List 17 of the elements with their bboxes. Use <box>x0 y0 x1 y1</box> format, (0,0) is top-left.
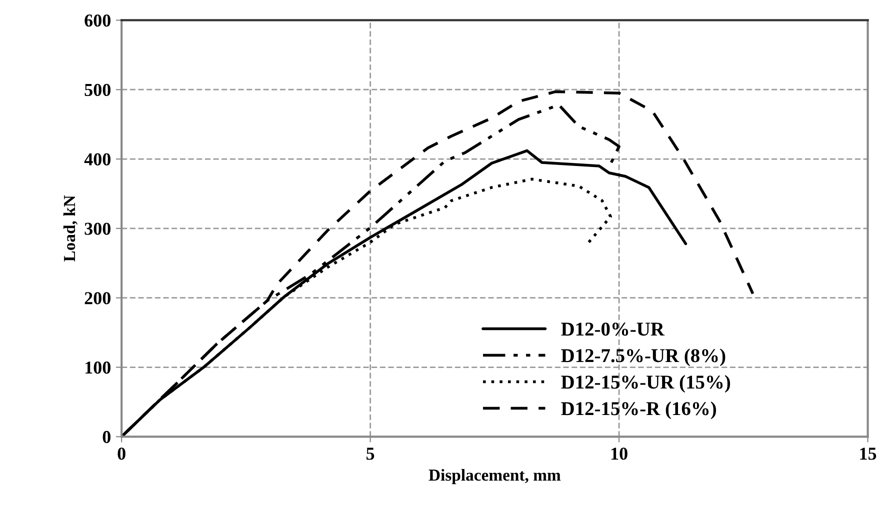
y-axis-title: Load, kN <box>63 195 78 262</box>
legend-label: D12-15%-R (16%) <box>561 402 716 420</box>
x-axis-title: Displacement, mm <box>428 469 561 484</box>
y-tick-label: 400 <box>84 153 110 166</box>
y-tick-label: 500 <box>84 84 110 96</box>
legend-label: D12-7.5%-UR (8%) <box>561 348 726 366</box>
legend-label: D12-15%-UR (15%) <box>561 375 730 393</box>
x-tick-label: 10 <box>611 448 628 460</box>
y-tick-label: 100 <box>86 362 110 374</box>
x-tick-label: 15 <box>860 448 876 460</box>
y-tick-label: 0 <box>102 430 110 444</box>
y-tick-label: 300 <box>84 222 110 235</box>
y-tick-label: 600 <box>84 14 110 27</box>
y-tick-label: 200 <box>84 292 110 304</box>
x-tick-label: 0 <box>118 448 126 460</box>
x-tick-label: 5 <box>366 448 374 460</box>
legend-label: D12-0%-UR <box>561 322 665 336</box>
